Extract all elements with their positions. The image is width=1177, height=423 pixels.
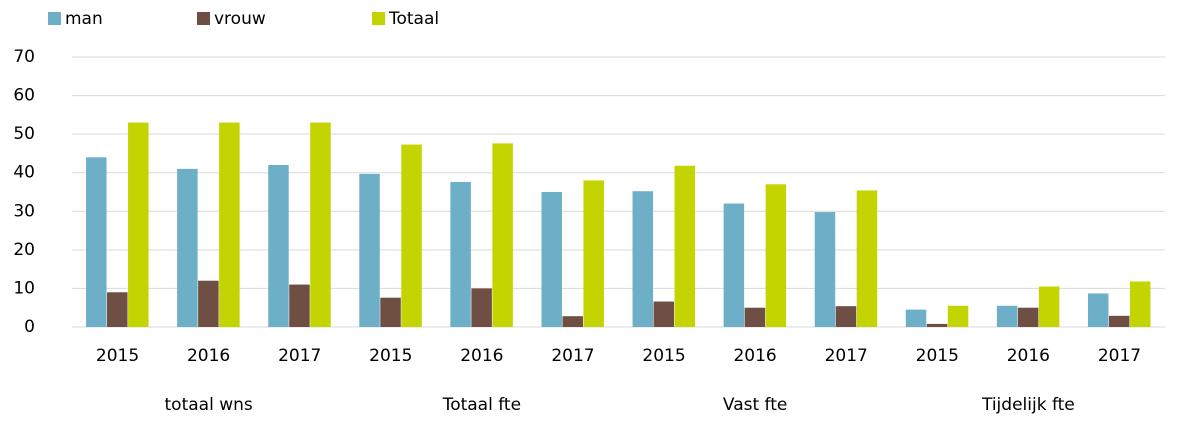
bar: [674, 165, 696, 327]
x-tick-label: 2017: [551, 346, 594, 366]
y-tick-label: 60: [13, 86, 35, 106]
y-tick-label: 0: [24, 317, 35, 337]
bar: [765, 184, 787, 327]
bar: [562, 316, 583, 327]
legend-swatch: [372, 12, 385, 25]
bar: [471, 288, 492, 327]
bar: [1108, 315, 1130, 327]
bar: [583, 180, 604, 327]
bar: [996, 305, 1018, 327]
x-tick-label: 2015: [642, 346, 685, 366]
bar: [947, 305, 969, 327]
x-tick-label: 2016: [460, 346, 503, 366]
y-tick-label: 10: [13, 278, 35, 298]
bar: [856, 190, 878, 327]
bar: [1087, 293, 1109, 327]
bar: [310, 122, 331, 327]
bar: [401, 144, 422, 327]
bar: [268, 165, 289, 327]
y-tick-label: 30: [13, 201, 35, 221]
y-tick-label: 50: [13, 124, 35, 144]
bar: [86, 157, 107, 327]
bar: [744, 307, 766, 327]
bar: [359, 173, 380, 327]
bar: [198, 280, 219, 327]
y-tick-label: 20: [13, 240, 35, 260]
x-tick-label: 2015: [916, 346, 959, 366]
legend-swatch: [197, 12, 210, 25]
bar: [632, 191, 654, 327]
bar: [177, 168, 198, 327]
y-tick-label: 70: [13, 47, 35, 67]
legend-swatch: [48, 12, 61, 25]
bar: [128, 122, 149, 327]
x-tick-label: 2017: [1098, 346, 1141, 366]
bar: [723, 203, 745, 327]
bar: [814, 212, 836, 327]
x-tick-label: 2016: [733, 346, 776, 366]
bar: [653, 301, 675, 327]
bar: [1129, 281, 1151, 327]
x-group-label: Tijdelijk fte: [981, 395, 1075, 415]
bar: [492, 143, 513, 327]
x-tick-label: 2015: [96, 346, 139, 366]
x-tick-label: 2017: [278, 346, 321, 366]
bar: [380, 297, 401, 327]
bar: [289, 284, 310, 327]
x-tick-label: 2016: [1007, 346, 1050, 366]
x-tick-label: 2015: [369, 346, 412, 366]
bar: [1038, 286, 1060, 327]
bar: [1017, 307, 1039, 327]
x-group-label: Totaal fte: [442, 395, 521, 415]
y-tick-label: 40: [13, 163, 35, 183]
legend-label: man: [65, 9, 103, 29]
x-tick-label: 2016: [187, 346, 230, 366]
bar: [905, 309, 927, 327]
bar: [541, 192, 562, 327]
bar: [926, 323, 948, 327]
x-group-label: Vast fte: [723, 395, 787, 415]
legend-label: Totaal: [388, 9, 439, 29]
bar: [107, 292, 128, 327]
x-tick-label: 2017: [825, 346, 868, 366]
x-group-label: totaal wns: [165, 395, 253, 415]
bar: [450, 181, 471, 327]
bar: [835, 306, 857, 327]
bar: [219, 122, 240, 327]
legend-label: vrouw: [214, 9, 266, 29]
